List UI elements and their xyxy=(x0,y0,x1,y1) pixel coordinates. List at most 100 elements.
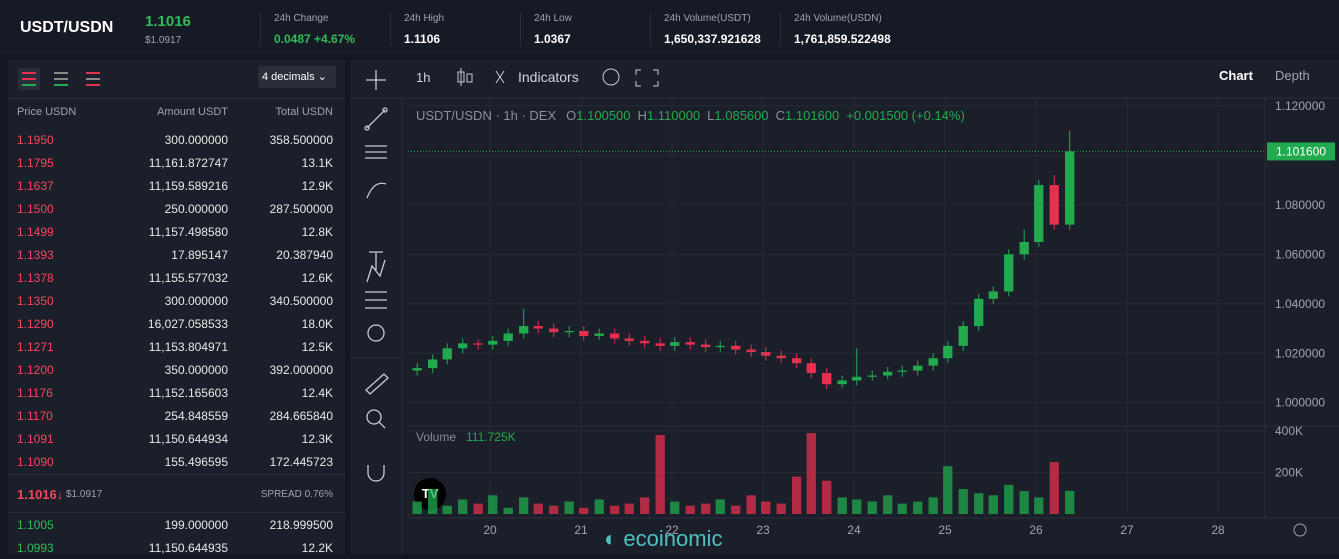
decimals-select[interactable]: 4 decimals ⌄ xyxy=(258,66,336,88)
volume-bar xyxy=(685,505,695,514)
bid-amount: 199.000000 xyxy=(164,518,228,532)
candle-body xyxy=(503,333,513,341)
volume-bar xyxy=(488,495,498,514)
column-header: Amount USDT xyxy=(157,106,228,118)
drawing-tools[interactable] xyxy=(364,70,389,482)
ask-price: 1.1176 xyxy=(17,386,53,400)
ask-amount: 11,153.804971 xyxy=(148,340,228,354)
volume-bar xyxy=(806,432,816,514)
ask-price: 1.1290 xyxy=(17,317,54,331)
ask-amount: 11,152.165603 xyxy=(148,386,228,400)
candle-body xyxy=(792,358,802,364)
volume-bar xyxy=(458,499,468,514)
volume-bar xyxy=(533,503,543,514)
volume-last: 111.725K xyxy=(466,430,516,444)
candle-body xyxy=(640,340,650,344)
y-tick-label: 1.120000 xyxy=(1275,99,1325,113)
volume-bar xyxy=(852,499,862,514)
last-price-tag xyxy=(1267,142,1335,161)
candle-body xyxy=(1019,241,1029,255)
ask-price: 1.1950 xyxy=(17,133,54,147)
ask-price: 1.1795 xyxy=(17,156,54,170)
volume-bar xyxy=(776,503,786,514)
candle-body xyxy=(913,365,923,371)
ask-total: 12.6K xyxy=(301,271,333,285)
ask-amount: 11,161.872747 xyxy=(148,156,228,170)
volume-bar xyxy=(564,501,574,514)
interval[interactable]: 1h xyxy=(416,70,430,85)
candle-body xyxy=(867,375,877,377)
price-usd: $1.0917 xyxy=(145,35,182,46)
candle-body xyxy=(943,345,953,359)
volume-bar xyxy=(473,503,483,514)
ask-price: 1.1637 xyxy=(17,179,54,193)
candle-body xyxy=(549,328,559,333)
volume-bar xyxy=(1065,490,1075,514)
candle-body xyxy=(731,345,741,350)
ask-price: 1.1170 xyxy=(17,409,53,423)
candle-body xyxy=(928,358,938,366)
ask-total: 18.0K xyxy=(301,317,333,331)
candle-body xyxy=(852,376,862,381)
watermark: ◐ ecoinomic xyxy=(604,526,723,551)
ask-amount: 254.848559 xyxy=(164,409,228,423)
volume-bar xyxy=(928,497,938,514)
candle-body xyxy=(685,342,695,345)
y-tick-label: 1.040000 xyxy=(1275,297,1325,311)
ask-total: 340.500000 xyxy=(269,294,333,308)
volume-bar xyxy=(412,501,422,514)
ask-total: 12.5K xyxy=(301,340,333,354)
ohlc-key: C xyxy=(776,108,785,123)
ask-price: 1.1090 xyxy=(17,455,54,469)
stat-value: 0.0487 +4.67% xyxy=(274,32,356,46)
x-tick-label: 21 xyxy=(574,523,588,537)
candle-body xyxy=(974,298,984,327)
volume-bar xyxy=(428,489,438,514)
chart-panel: TV 1h Indicators Chart Depth 20212223242… xyxy=(350,60,1339,554)
indicators-button[interactable]: Indicators xyxy=(518,69,579,85)
ask-amount: 11,155.577032 xyxy=(148,271,228,285)
y2-tick-label: 400K xyxy=(1275,424,1303,438)
stat-label: 24h High xyxy=(404,13,445,24)
volume-bar xyxy=(715,499,725,514)
candle-body xyxy=(610,333,620,339)
depth-tab[interactable]: Depth xyxy=(1275,68,1310,83)
y-tick-label: 1.000000 xyxy=(1275,396,1325,410)
candle-body xyxy=(988,291,998,299)
volume-bar xyxy=(913,501,923,514)
bid-amount: 11,150.644935 xyxy=(148,541,228,555)
change: +0.001500 (+0.14%) xyxy=(846,108,965,123)
last-price: 1.1016 xyxy=(145,13,191,30)
ohlc-value: 1.110000 xyxy=(647,108,700,123)
spread: SPREAD 0.76% xyxy=(260,489,333,500)
book-last-price-usd: $1.0917 xyxy=(66,489,103,500)
volume-bar xyxy=(1049,462,1059,514)
volume-bar xyxy=(731,505,741,514)
ask-amount: 17.895147 xyxy=(171,248,228,262)
candle-body xyxy=(715,345,725,348)
ohlc-value: 1.085600 xyxy=(714,108,768,123)
volume-bar xyxy=(943,466,953,514)
bid-price: 1.0993 xyxy=(17,541,54,555)
volume-bar xyxy=(579,507,589,514)
chart-legend: USDT/USDN · 1h · DEX O1.100500 H1.110000 L1… xyxy=(416,108,965,123)
stat-value: 1.0367 xyxy=(534,32,571,46)
y-tick-label: 1.060000 xyxy=(1275,247,1325,261)
volume-title: Volume xyxy=(416,430,456,444)
ask-amount: 11,159.589216 xyxy=(148,179,228,193)
candle-body xyxy=(579,331,589,336)
candle-body xyxy=(670,342,680,346)
ask-total: 13.1K xyxy=(301,156,333,170)
chart-title: USDT/USDN · 1h · DEX xyxy=(416,108,556,123)
ohlc-value: 1.101600 xyxy=(785,108,839,123)
ask-price: 1.1350 xyxy=(17,294,54,308)
candle-body xyxy=(806,363,816,374)
bid-total: 12.2K xyxy=(301,541,333,555)
ask-amount: 11,150.644934 xyxy=(148,432,228,446)
ask-total: 287.500000 xyxy=(269,202,333,216)
volume-bar xyxy=(549,505,559,514)
volume-bar xyxy=(1004,484,1014,514)
candle-body xyxy=(1004,254,1014,292)
chart-tab[interactable]: Chart xyxy=(1219,68,1254,83)
